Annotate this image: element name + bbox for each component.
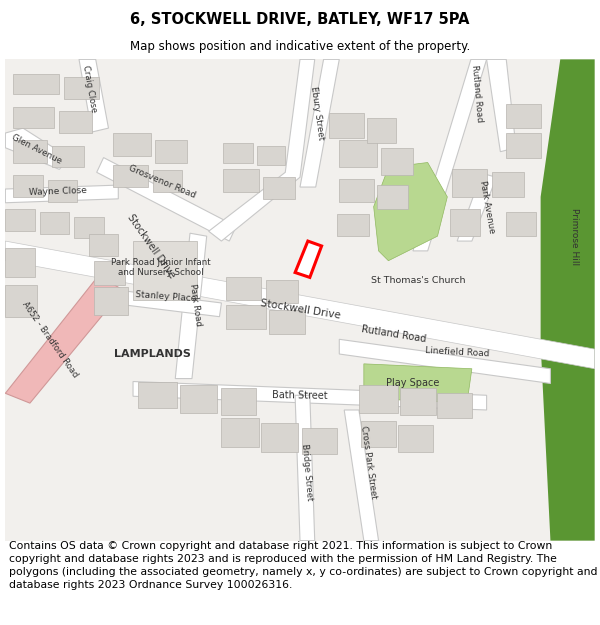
Polygon shape (133, 241, 197, 300)
Polygon shape (94, 261, 125, 285)
Polygon shape (487, 59, 516, 152)
Text: Park Road Junior Infant
and Nursery School: Park Road Junior Infant and Nursery Scho… (111, 258, 211, 278)
Text: Park Road: Park Road (188, 283, 203, 327)
Polygon shape (223, 169, 259, 192)
Text: Ebury Street: Ebury Street (310, 86, 326, 141)
Polygon shape (359, 386, 398, 413)
Polygon shape (223, 143, 253, 162)
Polygon shape (339, 140, 377, 168)
Polygon shape (295, 395, 315, 541)
Polygon shape (79, 59, 109, 132)
Polygon shape (413, 59, 487, 251)
Polygon shape (506, 104, 541, 128)
Polygon shape (450, 209, 480, 236)
Polygon shape (457, 173, 496, 241)
Polygon shape (13, 74, 59, 94)
Polygon shape (339, 339, 550, 384)
Polygon shape (400, 388, 436, 415)
Polygon shape (94, 288, 128, 315)
Polygon shape (138, 381, 177, 408)
Polygon shape (302, 428, 337, 454)
Polygon shape (398, 425, 433, 452)
Polygon shape (47, 180, 77, 202)
Polygon shape (452, 169, 487, 197)
Polygon shape (89, 234, 118, 256)
Polygon shape (180, 386, 217, 413)
Polygon shape (52, 146, 84, 168)
Text: Primrose Hill: Primrose Hill (571, 208, 580, 265)
Polygon shape (226, 305, 266, 329)
Text: Contains OS data © Crown copyright and database right 2021. This information is : Contains OS data © Crown copyright and d… (9, 541, 598, 590)
Text: Stockwell Drive: Stockwell Drive (125, 212, 176, 280)
Polygon shape (364, 364, 472, 403)
Polygon shape (113, 133, 151, 156)
Text: Wayne Close: Wayne Close (28, 186, 86, 198)
Text: 6, STOCKWELL DRIVE, BATLEY, WF17 5PA: 6, STOCKWELL DRIVE, BATLEY, WF17 5PA (130, 12, 470, 27)
Polygon shape (152, 171, 182, 192)
Text: Play Space: Play Space (386, 379, 440, 389)
Text: Map shows position and indicative extent of the property.: Map shows position and indicative extent… (130, 41, 470, 53)
Polygon shape (221, 418, 259, 447)
Polygon shape (541, 59, 595, 541)
Polygon shape (97, 158, 236, 241)
Text: Craig Close: Craig Close (81, 64, 98, 113)
Polygon shape (361, 421, 396, 447)
Polygon shape (5, 209, 35, 231)
Text: Park Avenue: Park Avenue (478, 179, 496, 234)
Polygon shape (5, 185, 118, 202)
Polygon shape (491, 173, 524, 197)
Polygon shape (257, 146, 285, 166)
Text: LAMPLANDS: LAMPLANDS (114, 349, 191, 359)
Polygon shape (113, 166, 148, 187)
Text: Stockwell Drive: Stockwell Drive (259, 299, 341, 321)
Polygon shape (74, 216, 104, 238)
Polygon shape (64, 77, 98, 99)
Polygon shape (337, 214, 369, 236)
Polygon shape (339, 179, 374, 202)
Polygon shape (5, 276, 123, 403)
Polygon shape (300, 59, 339, 187)
Polygon shape (221, 388, 256, 415)
Polygon shape (263, 177, 295, 199)
Text: Stanley Place: Stanley Place (134, 291, 196, 304)
Polygon shape (437, 393, 472, 418)
Polygon shape (269, 310, 305, 334)
Polygon shape (155, 140, 187, 162)
Text: Rutland Road: Rutland Road (360, 324, 427, 344)
Polygon shape (5, 128, 69, 169)
Polygon shape (329, 113, 364, 138)
Text: Bath Street: Bath Street (272, 390, 328, 401)
Polygon shape (13, 140, 47, 162)
Polygon shape (13, 106, 55, 128)
Text: Rutland Road: Rutland Road (470, 65, 484, 122)
Polygon shape (344, 410, 379, 541)
Text: Cross Park Street: Cross Park Street (359, 425, 379, 499)
Polygon shape (506, 133, 541, 158)
Polygon shape (40, 212, 69, 234)
Text: Glen Avenue: Glen Avenue (10, 133, 64, 166)
Polygon shape (380, 148, 413, 175)
Polygon shape (133, 381, 487, 410)
Polygon shape (374, 162, 448, 261)
Polygon shape (5, 285, 37, 317)
Polygon shape (506, 212, 536, 236)
Polygon shape (13, 175, 43, 197)
Text: Grosvenor Road: Grosvenor Road (128, 164, 197, 201)
Polygon shape (175, 233, 206, 379)
Text: Linefield Road: Linefield Road (425, 346, 490, 358)
Polygon shape (5, 241, 595, 369)
Polygon shape (5, 248, 35, 278)
Polygon shape (367, 118, 396, 143)
Polygon shape (377, 185, 408, 209)
Polygon shape (261, 422, 298, 452)
Polygon shape (209, 59, 315, 241)
Polygon shape (59, 111, 92, 133)
Text: A652 - Bradford Road: A652 - Bradford Road (20, 300, 79, 379)
Text: St Thomas's Church: St Thomas's Church (371, 276, 465, 285)
Polygon shape (226, 278, 261, 300)
Text: Bridge Street: Bridge Street (300, 443, 314, 501)
Polygon shape (266, 281, 298, 303)
Polygon shape (116, 290, 221, 317)
Polygon shape (295, 241, 322, 278)
